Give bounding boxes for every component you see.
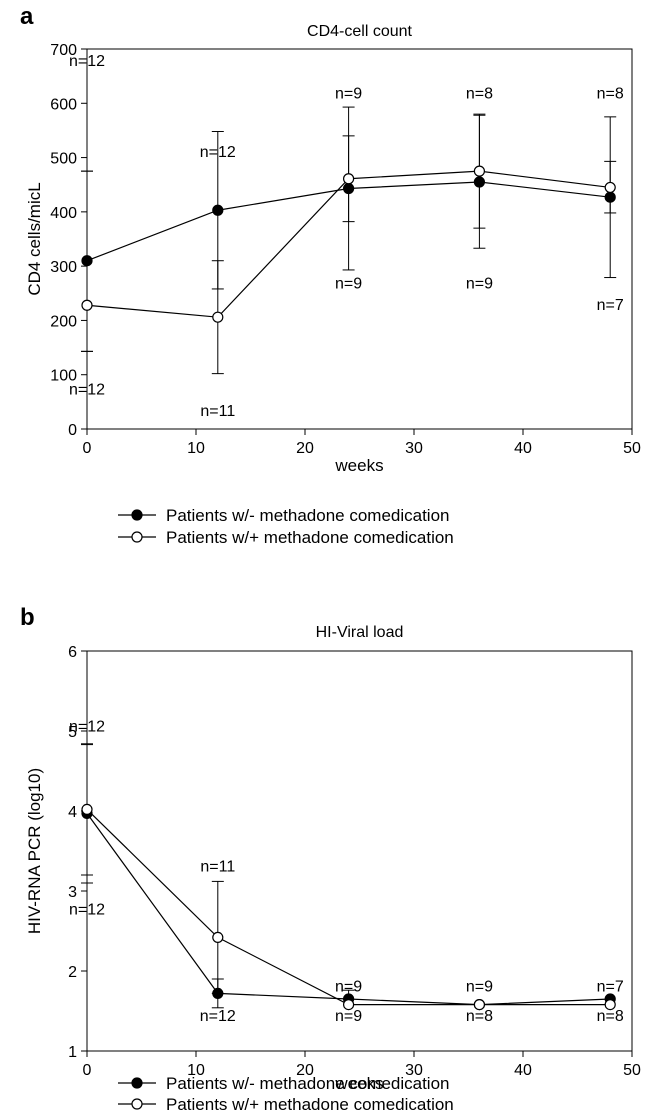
y-tick-label: 4 [68,804,77,821]
y-tick-label: 5 [68,724,77,741]
x-tick-label: 20 [296,440,314,457]
panel-letter: b [20,604,35,631]
data-point [81,803,93,816]
legend-label: Patients w/- methadone comedication [166,506,450,525]
series-line [86,808,611,1006]
x-axis-label: weeks [334,456,383,475]
sample-size-label: n=8 [597,85,624,102]
legend-marker [131,1098,143,1110]
legend: Patients w/- methadone comedication Patie… [118,506,454,547]
sample-size-label: n=12 [69,902,105,919]
sample-size-label: n=7 [597,297,624,314]
x-axis-label: weeks [334,1074,383,1093]
sample-size-label: n=9 [335,85,362,102]
x-tick-label: 0 [83,1062,92,1079]
sample-size-label: n=12 [69,718,105,735]
sample-size-label: n=12 [200,1008,236,1025]
chart-title: CD4-cell count [307,23,412,40]
x-tick-label: 30 [405,440,423,457]
sample-size-label: n=8 [466,1008,493,1025]
series-with-methadone: n=12 n=11 n=9 n=8 n=8 [69,85,624,420]
sample-size-label: n=9 [335,1008,362,1025]
y-tick-label: 300 [50,259,77,276]
plot-frame [86,48,633,430]
data-point [473,165,485,177]
sample-size-label: n=12 [200,144,236,161]
x-tick-label: 10 [187,440,205,457]
sample-size-label: n=12 [69,53,105,70]
y-tick-label: 0 [68,422,77,439]
chart-panel-a: a CD4-cell count 0 100 200 300 400 500 600 700 0 10… [20,3,641,547]
y-axis-label: HIV-RNA PCR (log10) [25,768,44,934]
x-tick-label: 50 [623,440,641,457]
sample-size-label: n=8 [466,85,493,102]
series-without-methadone: n=12 n=12 n=9 n=9 n=7 [69,743,624,1025]
panel-letter: a [20,3,34,30]
legend-entry: Patients w/+ methadone comedication [118,1095,454,1113]
data-point [81,299,93,311]
x-tick-label: 10 [187,1062,205,1079]
x-tick-label: 40 [514,440,532,457]
data-point [212,204,224,216]
sample-size-label: n=11 [200,403,235,420]
x-tick-label: 50 [623,1062,641,1079]
x-tick-label: 20 [296,1062,314,1079]
x-tick-label: 0 [83,440,92,457]
x-tick-label: 40 [514,1062,532,1079]
y-tick-label: 1 [68,1044,77,1061]
sample-size-label: n=9 [466,275,493,292]
sample-size-label: n=7 [597,978,624,995]
legend-entry: Patients w/- methadone comedication [118,506,450,525]
data-point [473,998,485,1011]
chart-panel-b: b HI-Viral load 1 2 3 4 5 6 0 10 20 30 40 50 weeks HIV-… [20,604,641,1113]
y-tick-label: 600 [50,96,77,113]
y-tick-label: 700 [50,42,77,59]
sample-size-label: n=9 [466,978,493,995]
y-axis-label: CD4 cells/micL [25,182,44,295]
data-point [604,998,616,1011]
legend-label: Patients w/+ methadone comedication [166,528,454,547]
sample-size-label: n=9 [335,978,362,995]
y-tick-label: 6 [68,644,77,661]
sample-size-label: n=9 [335,275,362,292]
data-point [212,311,224,323]
data-point [212,931,224,944]
sample-size-label: n=12 [69,381,105,398]
chart-title: HI-Viral load [316,624,404,641]
data-point [343,998,355,1011]
series-line [86,813,611,1006]
legend-entry: Patients w/- methadone comedication [118,1074,450,1093]
sample-size-label: n=8 [597,1008,624,1025]
series-with-methadone: n=12 n=11 n=9 n=8 n=8 [69,718,624,1025]
legend-entry: Patients w/+ methadone comedication [118,528,454,547]
y-tick-label: 200 [50,313,77,330]
data-point [343,173,355,185]
data-point [604,181,616,194]
sample-size-label: n=11 [200,858,235,875]
legend-label: Patients w/+ methadone comedication [166,1095,454,1113]
y-tick-label: 400 [50,205,77,222]
y-tick-label: 2 [68,964,77,981]
x-tick-label: 30 [405,1062,423,1079]
legend-marker [131,531,143,543]
legend-label: Patients w/- methadone comedication [166,1074,450,1093]
y-tick-label: 3 [68,884,77,901]
legend-marker [131,509,143,521]
y-tick-label: 100 [50,368,77,385]
y-tick-label: 500 [50,151,77,168]
legend: Patients w/- methadone comedication Patie… [118,1074,454,1113]
legend-marker [131,1077,143,1089]
